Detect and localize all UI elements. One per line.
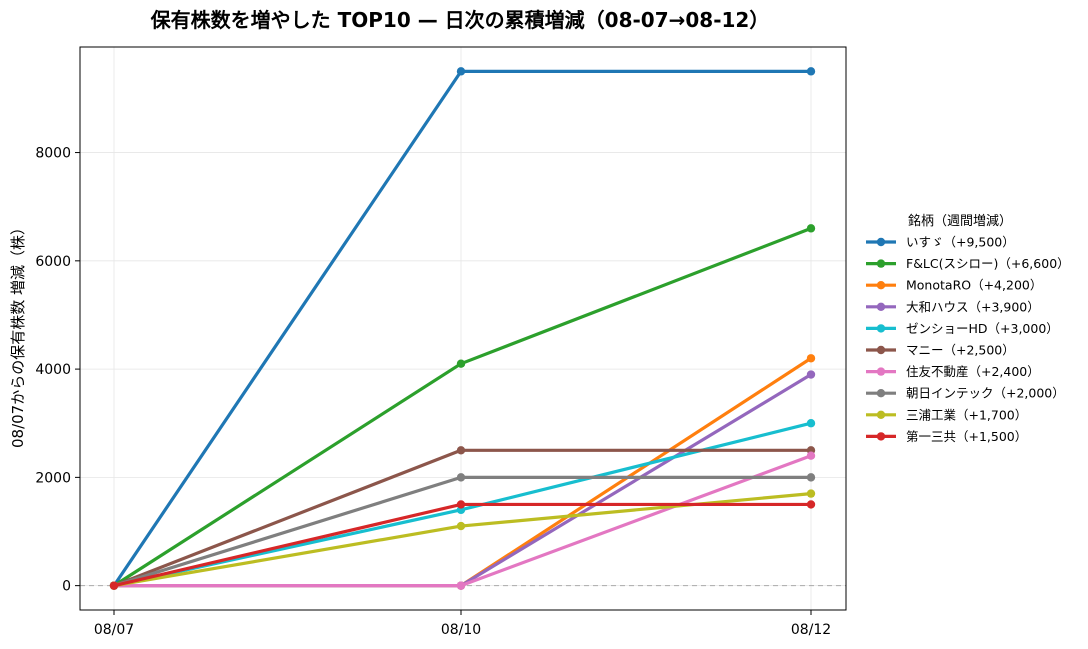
data-point (456, 473, 466, 482)
plot-frame (79, 46, 847, 611)
series-7 (109, 473, 816, 590)
data-point (806, 419, 816, 428)
legend-swatch-marker (876, 259, 886, 268)
legend-item-label: 大和ハウス（+3,900） (906, 299, 1040, 314)
legend-swatch-marker (876, 389, 886, 398)
series-9 (109, 500, 816, 590)
legend-item-label: ゼンショーHD（+3,000） (906, 321, 1059, 336)
data-point (456, 446, 466, 455)
y-tick-label: 6000 (35, 254, 71, 270)
legend-swatch-marker (876, 410, 886, 419)
data-point (806, 489, 816, 498)
legend-item-label: 朝日インテック（+2,000） (906, 386, 1065, 401)
x-tick-label: 08/10 (441, 622, 481, 638)
legend-swatch-marker (876, 302, 886, 311)
y-tick-label: 2000 (35, 470, 71, 486)
legend-item-label: MonotaRO（+4,200） (906, 278, 1042, 293)
data-point (456, 581, 466, 590)
y-tick-label: 4000 (35, 362, 71, 378)
legend: 銘柄（週間増減） いすゞ（+9,500） F&LC(スシロー)（+6,600） Mo… (866, 213, 1070, 444)
legend-item-label: 三浦工業（+1,700） (906, 407, 1027, 422)
data-point (806, 473, 816, 482)
y-tick-label: 8000 (35, 146, 71, 162)
y-axis: 0 2000 4000 6000 8000 (35, 146, 80, 595)
series-group (109, 67, 816, 590)
data-point (456, 500, 466, 509)
x-axis: 08/07 08/10 08/12 (94, 610, 831, 638)
legend-item-label: F&LC(スシロー)（+6,600） (906, 256, 1070, 271)
data-point (806, 500, 816, 509)
series-1 (109, 224, 816, 590)
x-tick-label: 08/07 (94, 622, 134, 638)
chart-title: 保有株数を増やした TOP10 — 日次の累積増減（08-07→08-12） (150, 8, 770, 32)
legend-item-label: マニー（+2,500） (906, 343, 1015, 358)
x-tick-label: 08/12 (791, 622, 831, 638)
legend-swatch-marker (876, 281, 886, 290)
legend-item-label: 住友不動産（+2,400） (906, 364, 1040, 379)
legend-item-label: いすゞ（+9,500） (906, 235, 1015, 250)
y-axis-label: 08/07からの保有株数 増減（株） (9, 220, 27, 448)
legend-item-label: 第一三共（+1,500） (906, 429, 1027, 444)
series-line (112, 226, 813, 588)
data-point (109, 581, 119, 590)
legend-title: 銘柄（週間増減） (908, 213, 1012, 229)
data-point (806, 370, 816, 379)
data-point (456, 359, 466, 368)
data-point (806, 67, 816, 76)
legend-swatch-marker (876, 324, 886, 333)
data-point (806, 354, 816, 363)
data-point (456, 521, 466, 531)
legend-swatch-marker (876, 345, 886, 355)
legend-swatch-marker (876, 237, 886, 247)
legend-swatch-marker (876, 367, 886, 376)
data-point (806, 224, 816, 233)
data-point (456, 67, 466, 76)
data-point (806, 451, 816, 460)
grid-lines (80, 47, 846, 610)
legend-swatch-marker (876, 432, 886, 441)
y-tick-label: 0 (62, 579, 71, 595)
